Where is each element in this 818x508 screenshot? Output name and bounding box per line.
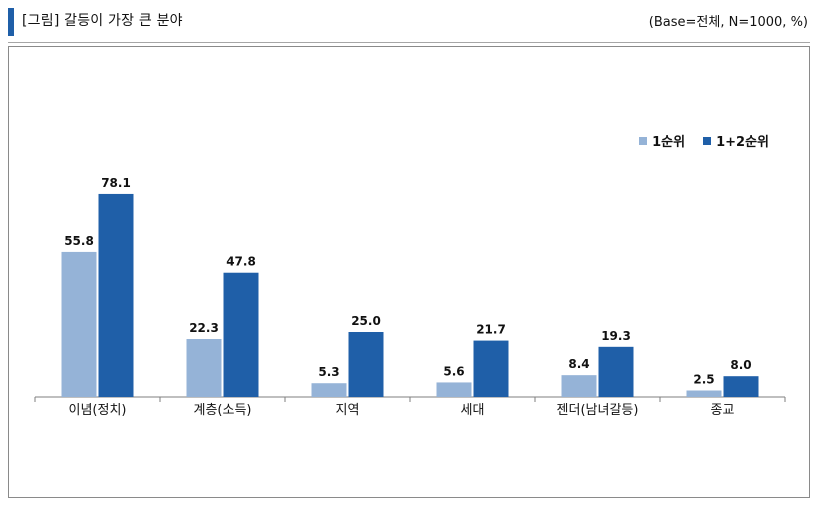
bar-2	[598, 346, 634, 397]
data-label: 25.0	[351, 314, 381, 328]
category-label: 세대	[461, 403, 485, 418]
legend: 1순위 1+2순위	[639, 131, 769, 150]
data-label: 22.3	[189, 321, 219, 335]
legend-item-series-2: 1+2순위	[703, 131, 769, 150]
data-label: 8.0	[730, 358, 751, 372]
base-note: (Base=전체, N=1000, %)	[648, 15, 808, 30]
bar-1	[186, 339, 222, 397]
chart-area: 55.8 78.1 이념(정치) 22.3 47.8 계층(소득) 5.3 25.0 지역 5.6…	[8, 46, 810, 498]
bar-1	[686, 390, 722, 397]
bar-1	[436, 382, 472, 397]
data-label: 5.6	[443, 364, 464, 378]
legend-label-series-2: 1+2순위	[716, 135, 769, 150]
bar-2	[473, 340, 509, 397]
bar-2	[223, 272, 259, 397]
category-label: 계층(소득)	[194, 403, 252, 418]
category-label: 지역	[336, 403, 360, 418]
data-label: 78.1	[101, 176, 131, 190]
category-label: 종교	[711, 403, 735, 418]
data-label: 19.3	[601, 329, 631, 343]
bar-2	[723, 376, 759, 397]
data-label: 2.5	[693, 373, 714, 387]
bar-1	[61, 251, 97, 397]
category-label: 이념(정치)	[69, 403, 127, 418]
bar-2	[348, 332, 384, 397]
category-label: 젠더(남녀갈등)	[557, 403, 639, 418]
legend-swatch-series-2	[703, 136, 712, 145]
legend-item-series-1: 1순위	[639, 131, 685, 150]
legend-label-series-1: 1순위	[652, 135, 686, 150]
data-label: 5.3	[318, 365, 339, 379]
bar-chart: 55.8 78.1 이념(정치) 22.3 47.8 계층(소득) 5.3 25.0 지역 5.6…	[34, 176, 786, 418]
data-label: 55.8	[64, 234, 94, 248]
title-accent-bar	[8, 8, 14, 36]
header-divider	[8, 42, 810, 43]
bar-2	[98, 193, 134, 397]
bar-1	[561, 375, 597, 397]
figure-title: [그림] 갈등이 가장 큰 분야	[22, 13, 183, 29]
legend-swatch-series-1	[639, 136, 648, 145]
bar-1	[311, 383, 347, 397]
data-label: 21.7	[476, 323, 506, 337]
data-label: 47.8	[226, 255, 256, 269]
data-label: 8.4	[568, 357, 589, 371]
